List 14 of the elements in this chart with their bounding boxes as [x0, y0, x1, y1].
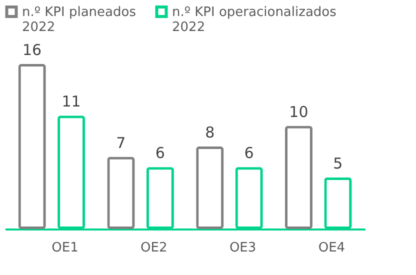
data-label: 16: [22, 41, 42, 59]
x-tick-label: OE3: [229, 240, 256, 256]
x-tick-label: OE4: [318, 240, 346, 256]
data-label: 8: [205, 124, 215, 142]
data-label: 7: [116, 134, 126, 152]
data-label: 5: [333, 154, 343, 172]
legend-label: n.º KPI operacionalizados 2022: [172, 4, 337, 35]
legend-label: n.º KPI planeados 2022: [22, 4, 136, 35]
data-label: 6: [244, 144, 254, 162]
data-label: 6: [155, 144, 165, 162]
x-tick-label: OE2: [140, 240, 168, 256]
data-label: 10: [289, 102, 308, 121]
x-tick-label: OE1: [52, 240, 78, 256]
data-label: 11: [62, 92, 81, 111]
